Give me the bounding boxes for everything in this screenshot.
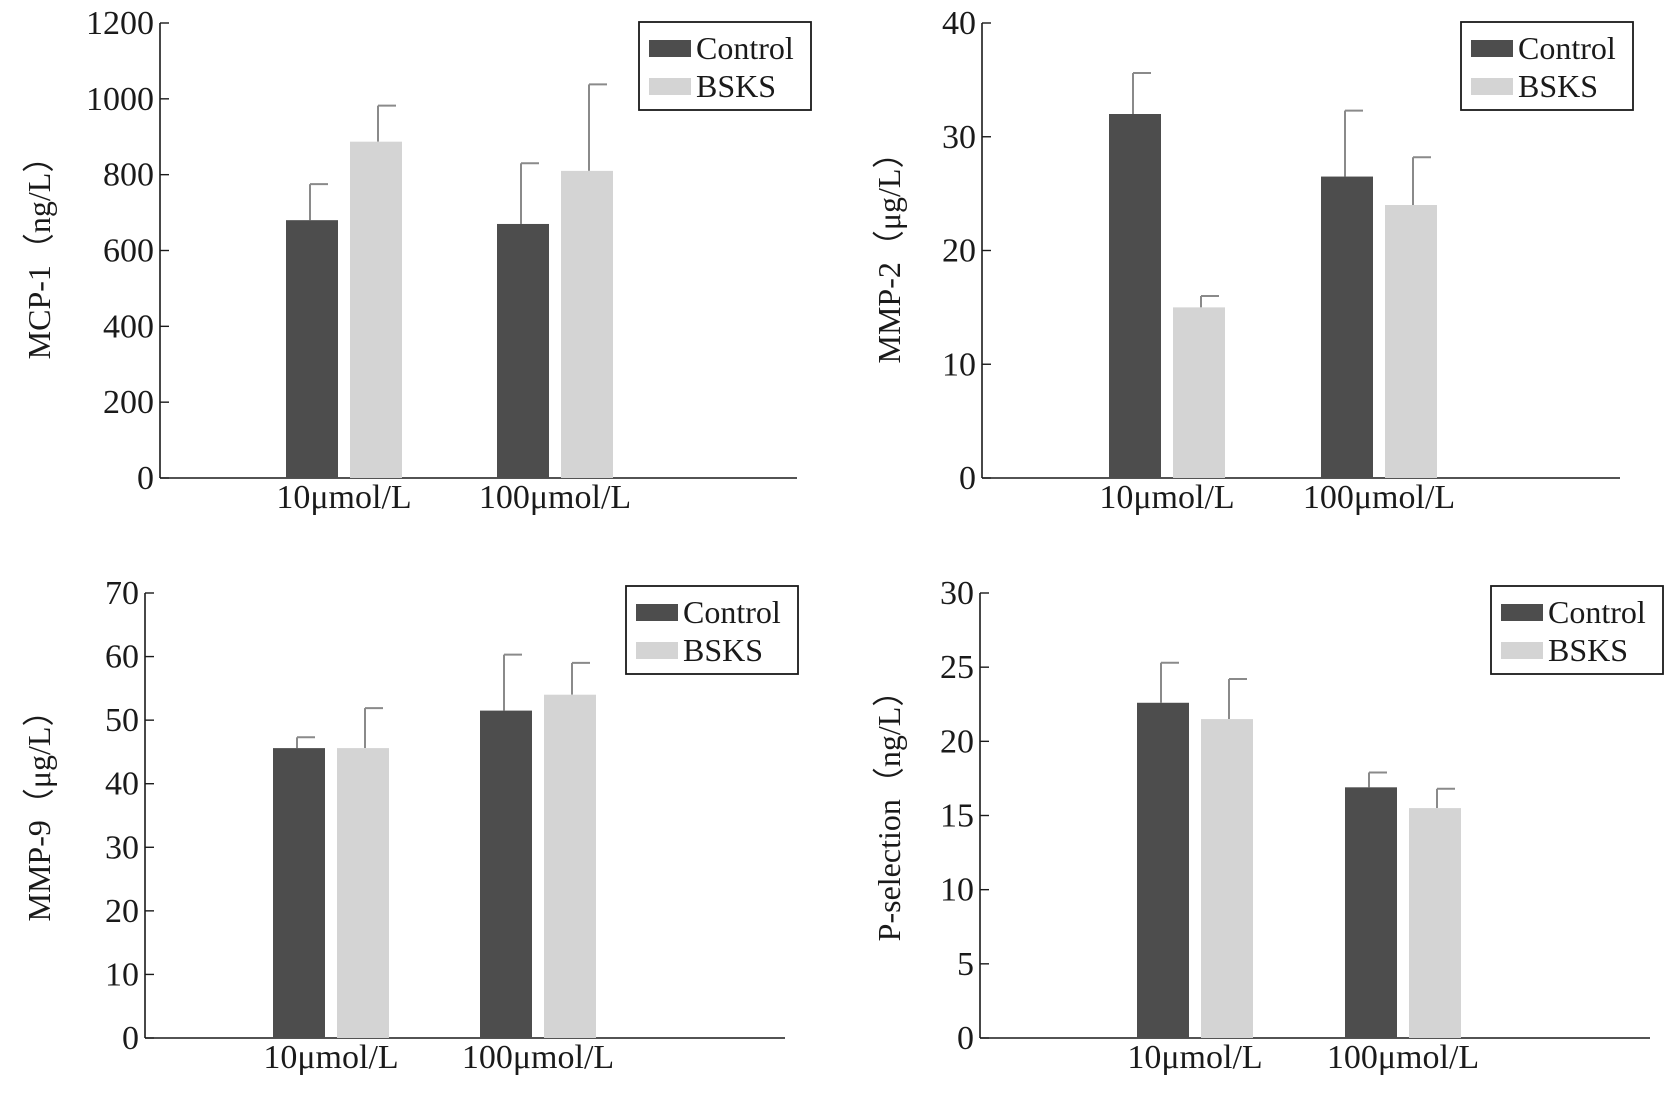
y-tick-label: 25: [940, 649, 974, 686]
bar-bsks: [350, 141, 402, 478]
y-tick-label: 30: [940, 575, 974, 612]
y-tick-label: 30: [105, 829, 139, 866]
y-tick-label: 0: [959, 460, 976, 497]
x-tick-label: 100μmol/L: [479, 479, 631, 516]
y-axis-label: MMP-9（μg/L）: [21, 695, 57, 922]
y-tick-label: 10: [940, 872, 974, 909]
y-tick-label: 20: [105, 893, 139, 930]
legend-swatch-bsks: [636, 642, 678, 659]
bar-bsks: [561, 170, 613, 478]
legend-swatch-control: [1471, 40, 1513, 57]
y-tick-label: 50: [105, 702, 139, 739]
legend-swatch-bsks: [1501, 642, 1543, 659]
bar-bsks: [1409, 808, 1461, 1038]
legend-box: [1460, 21, 1634, 111]
legend-box: [638, 21, 812, 111]
legend-swatch-bsks: [1471, 78, 1513, 95]
y-tick-label: 40: [942, 5, 976, 42]
y-tick-label: 400: [103, 308, 154, 345]
legend-label: Control: [696, 30, 794, 66]
x-tick-label: 100μmol/L: [1327, 1039, 1479, 1076]
y-tick-label: 30: [942, 119, 976, 156]
y-tick-label: 0: [957, 1020, 974, 1057]
bar-control: [1345, 787, 1397, 1038]
y-axis-label: MCP-1（ng/L）: [21, 141, 57, 360]
y-tick-label: 200: [103, 384, 154, 421]
y-tick-label: 600: [103, 233, 154, 270]
y-tick-label: 20: [942, 233, 976, 270]
bar-control: [1321, 176, 1373, 478]
legend-label: Control: [683, 594, 781, 630]
y-axis-label: MMP-2（μg/L）: [871, 137, 907, 364]
bar-control: [273, 748, 325, 1038]
y-tick-label: 0: [122, 1020, 139, 1057]
legend-swatch-control: [1501, 604, 1543, 621]
y-tick-label: 40: [105, 766, 139, 803]
legend-swatch-control: [636, 604, 678, 621]
legend-box: [1490, 585, 1664, 675]
bar-bsks: [544, 694, 596, 1038]
bar-bsks: [1385, 205, 1437, 478]
x-tick-label: 10μmol/L: [276, 479, 411, 516]
y-tick-label: 20: [940, 723, 974, 760]
y-tick-label: 70: [105, 575, 139, 612]
y-tick-label: 1200: [86, 5, 154, 42]
legend-label: Control: [1548, 594, 1646, 630]
legend-label: BSKS: [1548, 632, 1628, 668]
bar-control: [1137, 702, 1189, 1038]
x-tick-label: 100μmol/L: [1303, 479, 1455, 516]
legend-swatch-control: [649, 40, 691, 57]
y-tick-label: 1000: [86, 81, 154, 118]
legend-label: BSKS: [683, 632, 763, 668]
y-tick-label: 5: [957, 946, 974, 983]
bar-control: [480, 710, 532, 1038]
legend-label: BSKS: [1518, 68, 1598, 104]
y-axis-label: P-selection（ng/L）: [871, 675, 907, 942]
x-tick-label: 100μmol/L: [462, 1039, 614, 1076]
y-tick-label: 10: [942, 346, 976, 383]
legend-label: BSKS: [696, 68, 776, 104]
legend-box: [625, 585, 799, 675]
y-tick-label: 10: [105, 956, 139, 993]
legend-swatch-bsks: [649, 78, 691, 95]
y-tick-label: 0: [137, 460, 154, 497]
bar-bsks: [337, 748, 389, 1038]
bar-bsks: [1201, 719, 1253, 1038]
y-tick-label: 800: [103, 157, 154, 194]
y-tick-label: 60: [105, 639, 139, 676]
bar-bsks: [1173, 307, 1225, 478]
x-tick-label: 10μmol/L: [1099, 479, 1234, 516]
x-tick-label: 10μmol/L: [1127, 1039, 1262, 1076]
bar-control: [1109, 114, 1161, 478]
bar-control: [497, 223, 549, 478]
x-tick-label: 10μmol/L: [263, 1039, 398, 1076]
y-tick-label: 15: [940, 798, 974, 835]
bar-control: [286, 220, 338, 478]
legend-label: Control: [1518, 30, 1616, 66]
